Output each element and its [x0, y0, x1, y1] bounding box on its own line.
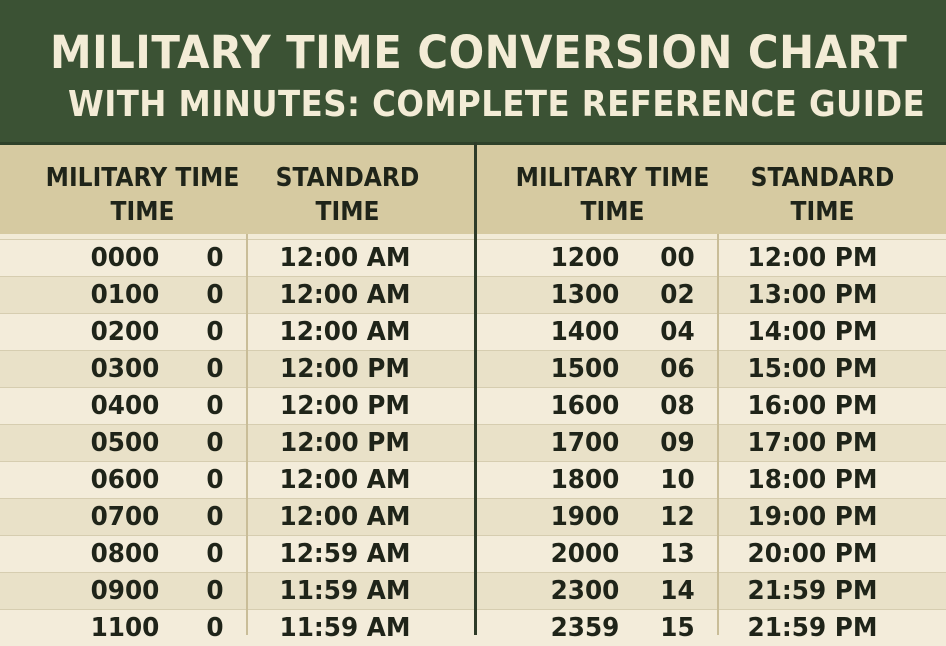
left-standard-cell: 12:00 AM	[279, 243, 411, 273]
table-row: 0100 0 12:00 AM 1300 02 13:00 PM	[0, 276, 946, 313]
left-military-cell: 0800	[90, 539, 160, 569]
header-standard-time-right: STANDARD TIME	[744, 161, 902, 229]
right-standard-cell: 16:00 PM	[747, 391, 878, 421]
left-minutes-cell: 0	[206, 317, 224, 347]
right-minutes-cell: 02	[660, 280, 695, 310]
right-military-cell: 1500	[550, 354, 620, 384]
column-divider	[246, 234, 248, 635]
right-military-cell: 1300	[550, 280, 620, 310]
right-minutes-cell: 12	[660, 502, 695, 532]
section-divider	[474, 142, 477, 635]
left-standard-cell: 12:00 PM	[280, 391, 410, 421]
left-minutes-cell: 0	[206, 465, 224, 495]
left-minutes-cell: 0	[206, 354, 224, 384]
right-standard-cell: 15:00 PM	[747, 354, 878, 384]
right-military-cell: 1400	[550, 317, 620, 347]
right-minutes-cell: 13	[660, 539, 695, 569]
left-minutes-cell: 0	[206, 502, 224, 532]
right-military-cell: 1700	[550, 428, 620, 458]
header-text: TIME	[315, 197, 380, 227]
right-minutes-cell: 08	[660, 391, 695, 421]
right-minutes-cell: 09	[660, 428, 695, 458]
header-text: TIME	[790, 197, 855, 227]
table-row: 0600 0 12:00 AM 1800 10 18:00 PM	[0, 461, 946, 498]
right-military-cell: 2359	[550, 613, 620, 643]
table-row: 0500 0 12:00 PM 1700 09 17:00 PM	[0, 424, 946, 461]
left-minutes-cell: 0	[206, 613, 224, 643]
right-minutes-cell: 15	[660, 613, 695, 643]
right-minutes-cell: 00	[660, 243, 695, 273]
table-row: 1100 0 11:59 AM 2359 15 21:59 PM	[0, 609, 946, 646]
left-standard-cell: 12:00 AM	[279, 502, 411, 532]
left-standard-cell: 12:00 AM	[279, 280, 411, 310]
right-standard-cell: 13:00 PM	[747, 280, 878, 310]
header-standard-time-left: STANDARD TIME	[269, 161, 427, 229]
right-standard-cell: 21:59 PM	[747, 576, 878, 606]
right-standard-cell: 19:00 PM	[747, 502, 878, 532]
left-military-cell: 0400	[90, 391, 160, 421]
header-text: TIME	[580, 197, 645, 227]
column-divider	[717, 234, 719, 635]
left-minutes-cell: 0	[206, 391, 224, 421]
table-row: 0900 0 11:59 AM 2300 14 21:59 PM	[0, 572, 946, 609]
table-row: 0200 0 12:00 AM 1400 04 14:00 PM	[0, 313, 946, 350]
right-military-cell: 2300	[550, 576, 620, 606]
left-minutes-cell: 0	[206, 243, 224, 273]
right-standard-cell: 14:00 PM	[747, 317, 878, 347]
header-text: STANDARD	[750, 163, 895, 193]
left-standard-cell: 12:00 PM	[280, 354, 410, 384]
left-military-cell: 0600	[90, 465, 160, 495]
left-military-cell: 1100	[90, 613, 160, 643]
header-text: MILITARY TIME	[45, 163, 240, 193]
left-military-cell: 0700	[90, 502, 160, 532]
left-standard-cell: 12:00 AM	[279, 465, 411, 495]
right-standard-cell: 21:59 PM	[747, 613, 878, 643]
left-military-cell: 0300	[90, 354, 160, 384]
right-military-cell: 2000	[550, 539, 620, 569]
table-header: MILITARY TIME TIME STANDARD TIME MILITAR…	[0, 145, 946, 234]
left-military-cell: 0500	[90, 428, 160, 458]
right-minutes-cell: 06	[660, 354, 695, 384]
left-military-cell: 0200	[90, 317, 160, 347]
page-subtitle: WITH MINUTES: COMPLETE REFERENCE GUIDE	[68, 84, 926, 125]
left-standard-cell: 12:00 PM	[280, 428, 410, 458]
right-military-cell: 1200	[550, 243, 620, 273]
table-row: 0700 0 12:00 AM 1900 12 19:00 PM	[0, 498, 946, 535]
right-minutes-cell: 04	[660, 317, 695, 347]
right-standard-cell: 12:00 PM	[747, 243, 878, 273]
left-minutes-cell: 0	[206, 539, 224, 569]
title-banner: MILITARY TIME CONVERSION CHART WITH MINU…	[0, 0, 946, 145]
table-row: 0300 0 12:00 PM 1500 06 15:00 PM	[0, 350, 946, 387]
table-row: 0800 0 12:59 AM 2000 13 20:00 PM	[0, 535, 946, 572]
left-standard-cell: 11:59 AM	[279, 613, 411, 643]
right-military-cell: 1800	[550, 465, 620, 495]
left-standard-cell: 12:00 AM	[279, 317, 411, 347]
left-military-cell: 0900	[90, 576, 160, 606]
left-military-cell: 0000	[90, 243, 160, 273]
right-military-cell: 1900	[550, 502, 620, 532]
left-minutes-cell: 0	[206, 280, 224, 310]
header-military-time-left: MILITARY TIME TIME	[41, 161, 244, 229]
left-military-cell: 0100	[90, 280, 160, 310]
left-standard-cell: 12:59 AM	[279, 539, 411, 569]
left-minutes-cell: 0	[206, 428, 224, 458]
right-standard-cell: 18:00 PM	[747, 465, 878, 495]
header-text: STANDARD	[275, 163, 420, 193]
right-standard-cell: 17:00 PM	[747, 428, 878, 458]
right-standard-cell: 20:00 PM	[747, 539, 878, 569]
header-text: MILITARY TIME	[515, 163, 710, 193]
right-military-cell: 1600	[550, 391, 620, 421]
table-row: 0400 0 12:00 PM 1600 08 16:00 PM	[0, 387, 946, 424]
left-standard-cell: 11:59 AM	[279, 576, 411, 606]
header-text: TIME	[110, 197, 175, 227]
right-minutes-cell: 10	[660, 465, 695, 495]
page-title: MILITARY TIME CONVERSION CHART	[50, 26, 908, 79]
left-minutes-cell: 0	[206, 576, 224, 606]
right-minutes-cell: 14	[660, 576, 695, 606]
header-military-time-right: MILITARY TIME TIME	[511, 161, 714, 229]
table-row: 0000 0 12:00 AM 1200 00 12:00 PM	[0, 239, 946, 276]
